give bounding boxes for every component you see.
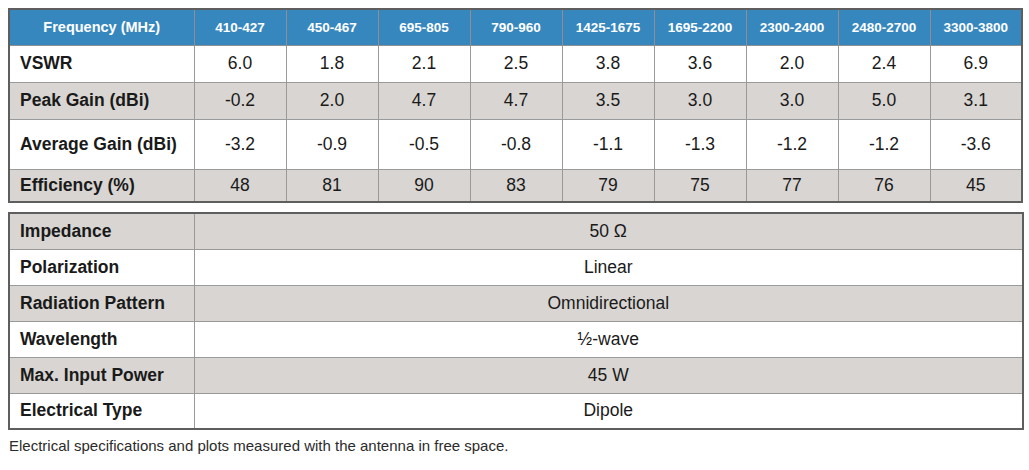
spec-row-peak-gain: Peak Gain (dBi) -0.2 2.0 4.7 4.7 3.5 3.0… <box>9 82 1022 119</box>
prop-label: Max. Input Power <box>9 357 194 393</box>
prop-value: 50 Ω <box>194 213 1023 249</box>
peak-gain-value: 3.5 <box>562 82 654 119</box>
prop-label: Wavelength <box>9 321 194 357</box>
frequency-band: 450-467 <box>286 9 378 45</box>
prop-row-radiation-pattern: Radiation Pattern Omnidirectional <box>9 285 1023 321</box>
avg-gain-value: -1.2 <box>838 119 930 169</box>
frequency-band: 1425-1675 <box>562 9 654 45</box>
efficiency-value: 81 <box>286 169 378 202</box>
avg-gain-value: -0.8 <box>470 119 562 169</box>
vswr-value: 2.4 <box>838 45 930 82</box>
efficiency-value: 79 <box>562 169 654 202</box>
prop-value: Dipole <box>194 393 1023 429</box>
peak-gain-value: 3.0 <box>654 82 746 119</box>
peak-gain-value: 3.1 <box>930 82 1022 119</box>
vswr-value: 2.5 <box>470 45 562 82</box>
prop-row-electrical-type: Electrical Type Dipole <box>9 393 1023 429</box>
peak-gain-value: 3.0 <box>746 82 838 119</box>
vswr-value: 6.9 <box>930 45 1022 82</box>
efficiency-value: 75 <box>654 169 746 202</box>
efficiency-value: 48 <box>194 169 286 202</box>
prop-row-impedance: Impedance 50 Ω <box>9 213 1023 249</box>
avg-gain-value: -3.2 <box>194 119 286 169</box>
vswr-value: 2.0 <box>746 45 838 82</box>
peak-gain-value: 4.7 <box>470 82 562 119</box>
row-label: VSWR <box>9 45 194 82</box>
peak-gain-value: 2.0 <box>286 82 378 119</box>
row-label: Peak Gain (dBi) <box>9 82 194 119</box>
frequency-band: 695-805 <box>378 9 470 45</box>
vswr-value: 3.6 <box>654 45 746 82</box>
vswr-value: 2.1 <box>378 45 470 82</box>
row-label: Efficiency (%) <box>9 169 194 202</box>
prop-value: Linear <box>194 249 1023 285</box>
efficiency-value: 77 <box>746 169 838 202</box>
prop-value: ½-wave <box>194 321 1023 357</box>
avg-gain-value: -1.3 <box>654 119 746 169</box>
frequency-header-label: Frequency (MHz) <box>9 9 194 45</box>
prop-value: 45 W <box>194 357 1023 393</box>
frequency-spec-table: Frequency (MHz) 410-427 450-467 695-805 … <box>8 8 1023 203</box>
prop-row-polarization: Polarization Linear <box>9 249 1023 285</box>
avg-gain-value: -0.9 <box>286 119 378 169</box>
avg-gain-value: -0.5 <box>378 119 470 169</box>
row-label: Average Gain (dBi) <box>9 119 194 169</box>
efficiency-value: 76 <box>838 169 930 202</box>
frequency-band: 2300-2400 <box>746 9 838 45</box>
prop-label: Polarization <box>9 249 194 285</box>
prop-row-wavelength: Wavelength ½-wave <box>9 321 1023 357</box>
prop-value: Omnidirectional <box>194 285 1023 321</box>
antenna-properties-table: Impedance 50 Ω Polarization Linear Radia… <box>8 212 1024 430</box>
spec-row-efficiency: Efficiency (%) 48 81 90 83 79 75 77 76 4… <box>9 169 1022 202</box>
prop-row-max-input-power: Max. Input Power 45 W <box>9 357 1023 393</box>
prop-label: Impedance <box>9 213 194 249</box>
efficiency-value: 83 <box>470 169 562 202</box>
avg-gain-value: -1.2 <box>746 119 838 169</box>
prop-label: Radiation Pattern <box>9 285 194 321</box>
vswr-value: 6.0 <box>194 45 286 82</box>
peak-gain-value: 4.7 <box>378 82 470 119</box>
avg-gain-value: -1.1 <box>562 119 654 169</box>
frequency-header-row: Frequency (MHz) 410-427 450-467 695-805 … <box>9 9 1022 45</box>
frequency-band: 410-427 <box>194 9 286 45</box>
peak-gain-value: 5.0 <box>838 82 930 119</box>
frequency-band: 1695-2200 <box>654 9 746 45</box>
footnote-text: Electrical specifications and plots meas… <box>9 437 1022 454</box>
avg-gain-value: -3.6 <box>930 119 1022 169</box>
antenna-spec-sheet: Frequency (MHz) 410-427 450-467 695-805 … <box>0 0 1029 470</box>
spec-row-average-gain: Average Gain (dBi) -3.2 -0.9 -0.5 -0.8 -… <box>9 119 1022 169</box>
vswr-value: 1.8 <box>286 45 378 82</box>
vswr-value: 3.8 <box>562 45 654 82</box>
efficiency-value: 45 <box>930 169 1022 202</box>
peak-gain-value: -0.2 <box>194 82 286 119</box>
frequency-band: 3300-3800 <box>930 9 1022 45</box>
frequency-band: 2480-2700 <box>838 9 930 45</box>
spec-row-vswr: VSWR 6.0 1.8 2.1 2.5 3.8 3.6 2.0 2.4 6.9 <box>9 45 1022 82</box>
prop-label: Electrical Type <box>9 393 194 429</box>
efficiency-value: 90 <box>378 169 470 202</box>
frequency-band: 790-960 <box>470 9 562 45</box>
